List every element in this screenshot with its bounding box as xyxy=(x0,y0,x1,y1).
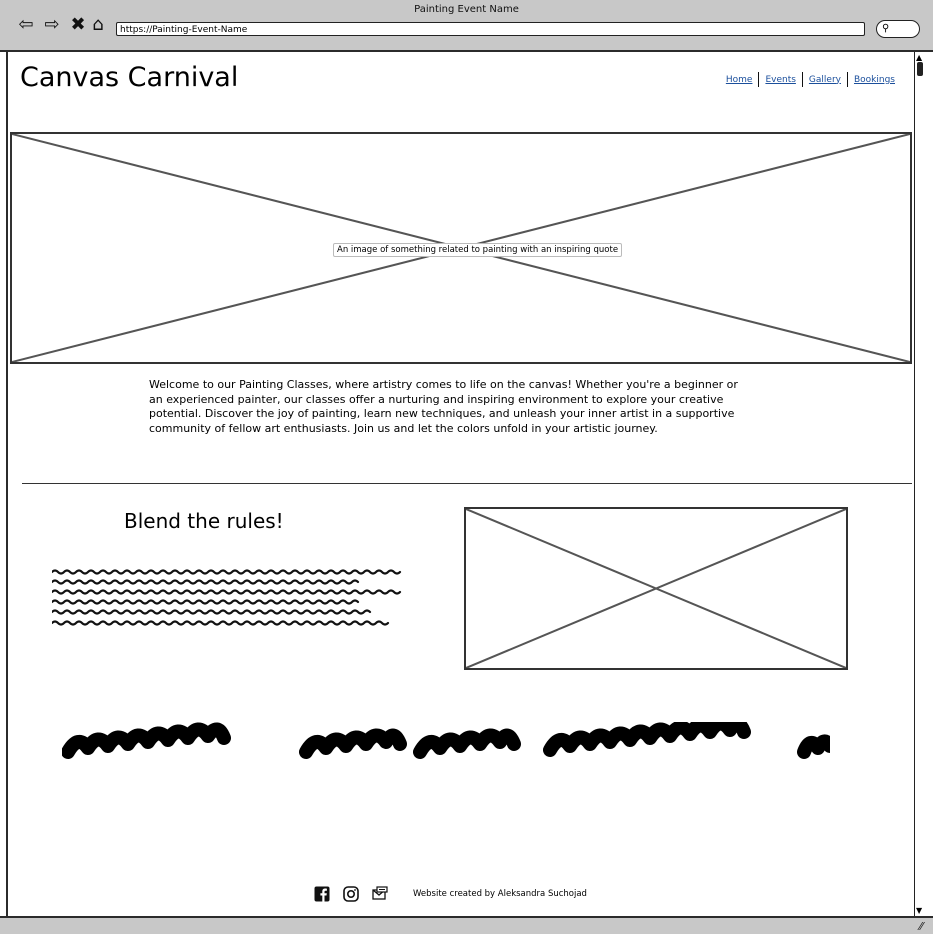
close-icon[interactable]: ✖ xyxy=(70,14,86,35)
back-arrow-icon[interactable]: ⇦ xyxy=(18,14,34,35)
page-frame-border xyxy=(6,52,8,916)
facebook-icon[interactable] xyxy=(314,886,330,902)
hero-image-placeholder: An image of something related to paintin… xyxy=(10,132,912,364)
section-heading: Blend the rules! xyxy=(124,509,284,533)
intro-paragraph: Welcome to our Painting Classes, where a… xyxy=(149,378,738,435)
browser-status-bar: ⁄⁄ xyxy=(0,916,933,934)
nav-link-bookings[interactable]: Bookings xyxy=(853,74,895,85)
placeholder-text-scribble xyxy=(52,569,402,626)
nav-separator xyxy=(758,72,760,87)
search-icon: ⚲ xyxy=(882,23,890,34)
main-nav: Home Events Gallery Bookings xyxy=(720,72,901,87)
hero-caption: An image of something related to paintin… xyxy=(333,243,623,257)
home-icon[interactable]: ⌂ xyxy=(92,14,104,35)
site-title: Canvas Carnival xyxy=(20,62,239,93)
footer: Website created by Aleksandra Suchojad xyxy=(314,886,587,902)
section-divider xyxy=(22,483,912,484)
nav-link-gallery[interactable]: Gallery xyxy=(808,74,841,85)
scrollbar[interactable]: ▲ ▼ xyxy=(914,52,926,916)
nav-separator xyxy=(846,72,848,87)
window-title: Painting Event Name xyxy=(414,4,519,15)
footer-credit: Website created by Aleksandra Suchojad xyxy=(413,889,587,899)
nav-link-home[interactable]: Home xyxy=(725,74,753,85)
browser-toolbar: Painting Event Name ⇦ ⇨ ✖ ⌂ https://Pain… xyxy=(0,0,933,52)
forward-arrow-icon[interactable]: ⇨ xyxy=(44,14,60,35)
browser-search-button[interactable]: ⚲ xyxy=(876,20,920,38)
resize-grip-icon[interactable]: ⁄⁄ xyxy=(919,920,923,933)
image-placeholder xyxy=(464,507,848,670)
address-bar[interactable]: https://Painting-Event-Name xyxy=(116,22,865,36)
scroll-up-icon[interactable]: ▲ xyxy=(916,53,923,62)
instagram-icon[interactable] xyxy=(343,886,359,902)
placeholder-cross-icon xyxy=(465,508,847,669)
email-icon[interactable] xyxy=(372,886,388,902)
nav-link-events[interactable]: Events xyxy=(765,74,796,85)
scroll-down-icon[interactable]: ▼ xyxy=(916,906,923,915)
nav-separator xyxy=(801,72,803,87)
scroll-thumb[interactable] xyxy=(917,62,923,76)
placeholder-heading-scribble xyxy=(62,722,830,759)
